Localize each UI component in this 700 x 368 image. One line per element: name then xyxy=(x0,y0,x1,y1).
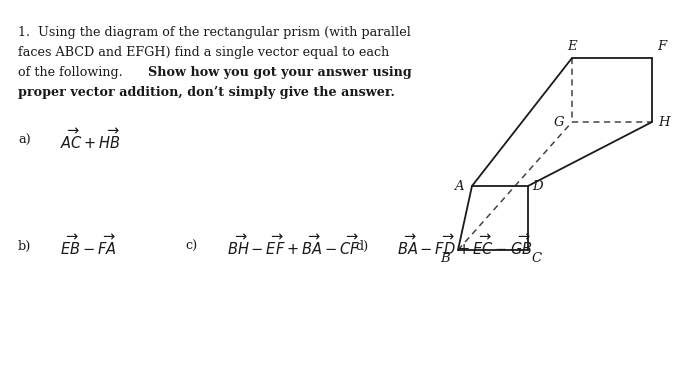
Text: d): d) xyxy=(355,240,368,252)
Text: a): a) xyxy=(18,134,31,146)
Text: H: H xyxy=(658,116,670,128)
Text: B: B xyxy=(440,252,450,265)
Text: E: E xyxy=(567,39,577,53)
Text: b): b) xyxy=(18,240,32,252)
Text: proper vector addition, don’t simply give the answer.: proper vector addition, don’t simply giv… xyxy=(18,86,395,99)
Text: $\overrightarrow{AC}+\overrightarrow{HB}$: $\overrightarrow{AC}+\overrightarrow{HB}… xyxy=(60,128,121,152)
Text: 1.  Using the diagram of the rectangular prism (with parallel: 1. Using the diagram of the rectangular … xyxy=(18,26,411,39)
Text: Show how you got your answer using: Show how you got your answer using xyxy=(148,66,412,79)
Text: $\overrightarrow{BA}-\overrightarrow{FD}+\overrightarrow{EC}-\overrightarrow{GB}: $\overrightarrow{BA}-\overrightarrow{FD}… xyxy=(397,234,533,258)
Text: of the following.: of the following. xyxy=(18,66,131,79)
Text: c): c) xyxy=(185,240,197,252)
Text: $\overrightarrow{BH}-\overrightarrow{EF}+\overrightarrow{BA}-\overrightarrow{CF}: $\overrightarrow{BH}-\overrightarrow{EF}… xyxy=(227,234,360,258)
Text: F: F xyxy=(657,39,666,53)
Text: D: D xyxy=(533,180,543,192)
Text: $\overrightarrow{EB}-\overrightarrow{FA}$: $\overrightarrow{EB}-\overrightarrow{FA}… xyxy=(60,234,117,258)
Text: G: G xyxy=(554,116,564,128)
Text: C: C xyxy=(532,252,542,265)
Text: faces ABCD and EFGH) find a single vector equal to each: faces ABCD and EFGH) find a single vecto… xyxy=(18,46,389,59)
Text: A: A xyxy=(454,180,464,192)
